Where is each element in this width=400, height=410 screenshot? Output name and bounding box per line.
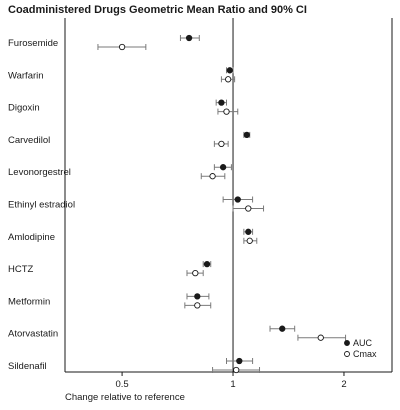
legend-label-Cmax: Cmax — [353, 349, 377, 359]
drug-row-3: Carvedilol — [8, 131, 251, 148]
Cmax-point-1 — [225, 76, 232, 83]
Cmax-point-5 — [245, 205, 252, 212]
drug-label-7: HCTZ — [8, 264, 34, 275]
Cmax-point-2 — [223, 108, 230, 115]
drug-rows: Furosemide Warfarin Digoxin Carvedilol Levon… — [8, 34, 347, 374]
x-axis-label: Change relative to reference — [65, 392, 185, 403]
x-axis: 0.5 1 2 — [115, 372, 347, 390]
plot-frame — [64, 18, 393, 373]
AUC-point-4 — [219, 164, 227, 171]
AUC-point-7 — [203, 260, 211, 268]
AUC-point-2 — [218, 99, 225, 106]
AUC-point-1 — [226, 67, 233, 74]
AUC-point-9 — [279, 325, 286, 332]
AUC-point-3 — [243, 131, 250, 139]
drug-row-10: Sildenafil — [8, 357, 261, 374]
Cmax-point-6 — [246, 237, 253, 244]
drug-label-5: Ethinyl estradiol — [8, 200, 75, 211]
AUC-point-8 — [194, 293, 201, 300]
left-header: Coadministered Drugs — [8, 4, 126, 16]
Cmax-point-9 — [317, 334, 324, 341]
AUC-point-6 — [245, 228, 252, 235]
drug-label-8: Metformin — [8, 296, 50, 307]
drug-label-3: Carvedilol — [8, 135, 50, 146]
drug-row-7: HCTZ — [8, 260, 212, 277]
AUC-point-0 — [185, 34, 193, 42]
Cmax-point-10 — [233, 366, 240, 374]
drug-row-8: Metformin — [8, 293, 212, 309]
AUC-point-10 — [236, 357, 243, 365]
drug-label-4: Levonorgestrel — [8, 167, 71, 178]
x-tick-label-2: 2 — [341, 379, 346, 390]
Cmax-point-0 — [118, 43, 126, 51]
drug-row-2: Digoxin — [8, 99, 239, 115]
x-tick-label-1: 1 — [230, 379, 235, 390]
Cmax-point-7 — [192, 269, 199, 277]
legend-marker-Cmax — [344, 351, 350, 357]
Cmax-point-4 — [209, 173, 216, 180]
x-tick-label-0: 0.5 — [115, 379, 128, 390]
drug-row-9: Atorvastatin — [8, 325, 347, 341]
drug-row-4: Levonorgestrel — [8, 164, 232, 180]
drug-row-0: Furosemide — [8, 34, 200, 51]
right-header: Geometric Mean Ratio and 90% CI — [129, 4, 307, 16]
drug-label-0: Furosemide — [8, 38, 58, 49]
drug-row-6: Amlodipine — [8, 228, 258, 244]
legend-marker-AUC — [344, 340, 350, 346]
legend-label-AUC: AUC — [353, 338, 373, 348]
Cmax-point-8 — [194, 302, 201, 309]
drug-row-1: Warfarin — [8, 67, 236, 83]
Cmax-point-3 — [218, 140, 225, 148]
AUC-point-5 — [234, 196, 241, 203]
drug-label-1: Warfarin — [8, 70, 44, 81]
drug-label-9: Atorvastatin — [8, 329, 58, 340]
drug-label-2: Digoxin — [8, 103, 40, 114]
drug-label-6: Amlodipine — [8, 232, 55, 243]
drug-label-10: Sildenafil — [8, 361, 47, 372]
drug-row-5: Ethinyl estradiol — [8, 196, 265, 212]
